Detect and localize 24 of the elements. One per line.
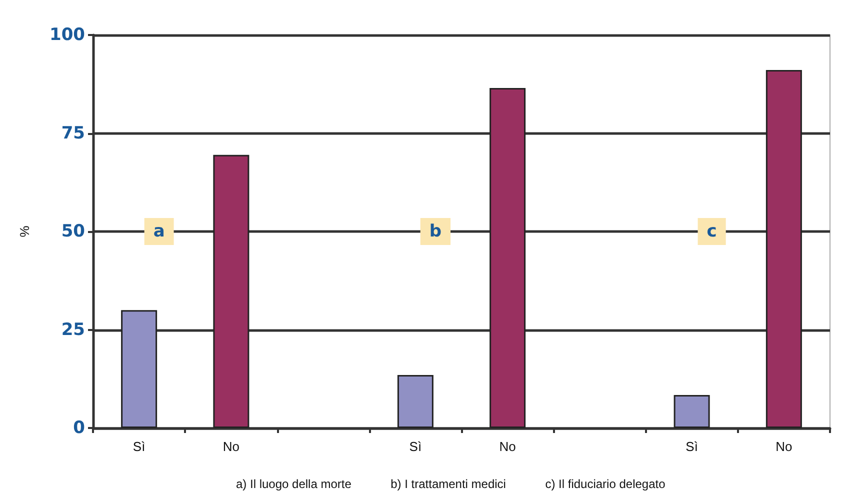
y-tick-label: 100 [50, 25, 86, 45]
annotation: b [429, 222, 442, 242]
bar [213, 154, 250, 428]
y-tick-label: 50 [61, 222, 86, 242]
y-tick-label: 75 [61, 123, 85, 144]
bar [121, 310, 158, 428]
y-tick-label: 0 [73, 418, 86, 438]
text: c) Il fiduciario delegato [545, 477, 666, 491]
annotation: a [153, 222, 165, 242]
x-tick-label: No [222, 439, 240, 454]
y-tick-label: 25 [61, 320, 85, 340]
x-tick-label: No [499, 439, 516, 454]
x-tick-label: No [776, 439, 792, 454]
x-tick-label: Sì [132, 439, 146, 454]
text: b) I trattamenti medici [390, 477, 506, 491]
x-tick-label: Sì [409, 439, 422, 454]
annotation: c [706, 222, 717, 242]
bar [674, 394, 710, 428]
bar [766, 70, 802, 428]
bar [490, 88, 526, 428]
x-tick-label: Sì [686, 439, 698, 454]
y-axis-title: % [17, 225, 32, 238]
bar [397, 374, 434, 428]
text: a) Il luogo della morte [236, 477, 352, 491]
